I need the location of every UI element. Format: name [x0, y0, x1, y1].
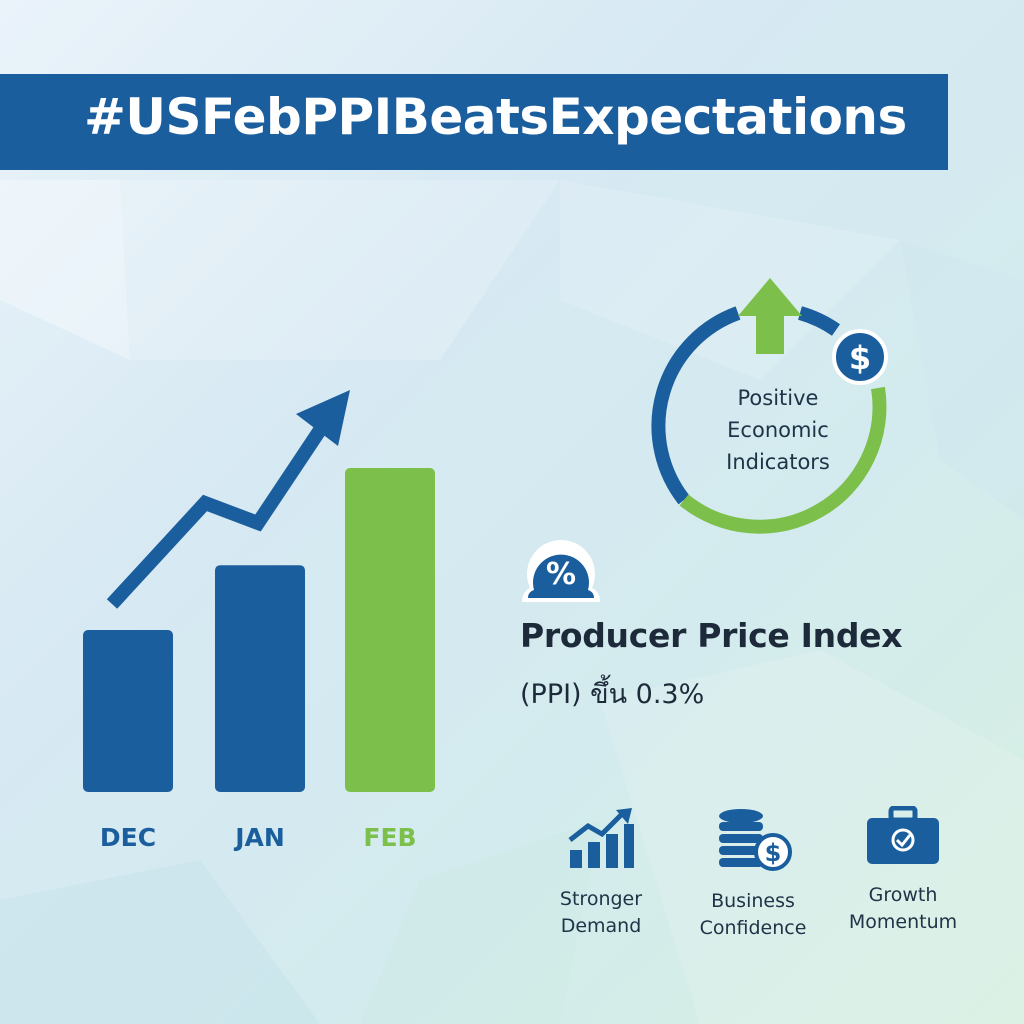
category-label-jan: JAN [233, 823, 285, 852]
feature-stronger-demand: Stronger Demand [526, 806, 676, 940]
bar-feb [345, 468, 435, 792]
ring-blue-arc-top [797, 306, 840, 336]
feature-growth-momentum: Growth Momentum [828, 806, 978, 936]
coins-dollar-icon: $ [719, 809, 792, 871]
feature-label-line: Business [711, 890, 795, 912]
feature-label: Stronger Demand [526, 886, 676, 940]
hashtag-title: #USFebPPIBeatsExpectations [84, 88, 907, 146]
svg-text:$: $ [849, 339, 871, 377]
feature-label-line: Momentum [848, 911, 958, 933]
feature-business-confidence: $ Business Confidence [678, 806, 828, 942]
ring-blue-arc [651, 306, 741, 505]
feature-label-line: Growth [868, 884, 938, 906]
briefcase-check-icon [867, 806, 939, 864]
ppi-title: Producer Price Index [520, 616, 903, 655]
ring-label-line: Economic [727, 418, 829, 442]
feature-label-line: Demand [560, 915, 642, 937]
feature-label: Business Confidence [678, 888, 828, 942]
category-label-feb: FEB [363, 823, 416, 852]
bar-jan [215, 565, 305, 792]
category-labels: DEC JAN FEB [100, 823, 417, 852]
svg-text:$: $ [765, 839, 782, 867]
ring-label-line: Indicators [726, 450, 830, 474]
bar-chart-growth-icon [568, 808, 634, 868]
dollar-icon: $ [832, 329, 888, 385]
trend-arrow-icon [106, 390, 350, 609]
bars-group [83, 468, 435, 792]
ring-label: Positive Economic Indicators [678, 382, 878, 478]
bar-dec [83, 630, 173, 792]
ring-label-line: Positive [737, 386, 819, 410]
economic-indicator-ring: $ [651, 278, 888, 534]
feature-label: Growth Momentum [828, 882, 978, 936]
feature-label-line: Confidence [699, 917, 807, 939]
ring-green-arc [679, 386, 887, 534]
ppi-subtitle: (PPI) ขึ้น 0.3% [520, 679, 705, 710]
ppi-bar-chart: DEC JAN FEB [83, 390, 435, 852]
up-arrow-icon [738, 278, 802, 354]
svg-text:%: % [546, 557, 576, 592]
hashtag-banner: #USFebPPIBeatsExpectations [0, 74, 948, 170]
category-label-dec: DEC [100, 823, 156, 852]
percent-icon: % [522, 540, 600, 602]
feature-label-line: Stronger [559, 888, 643, 910]
